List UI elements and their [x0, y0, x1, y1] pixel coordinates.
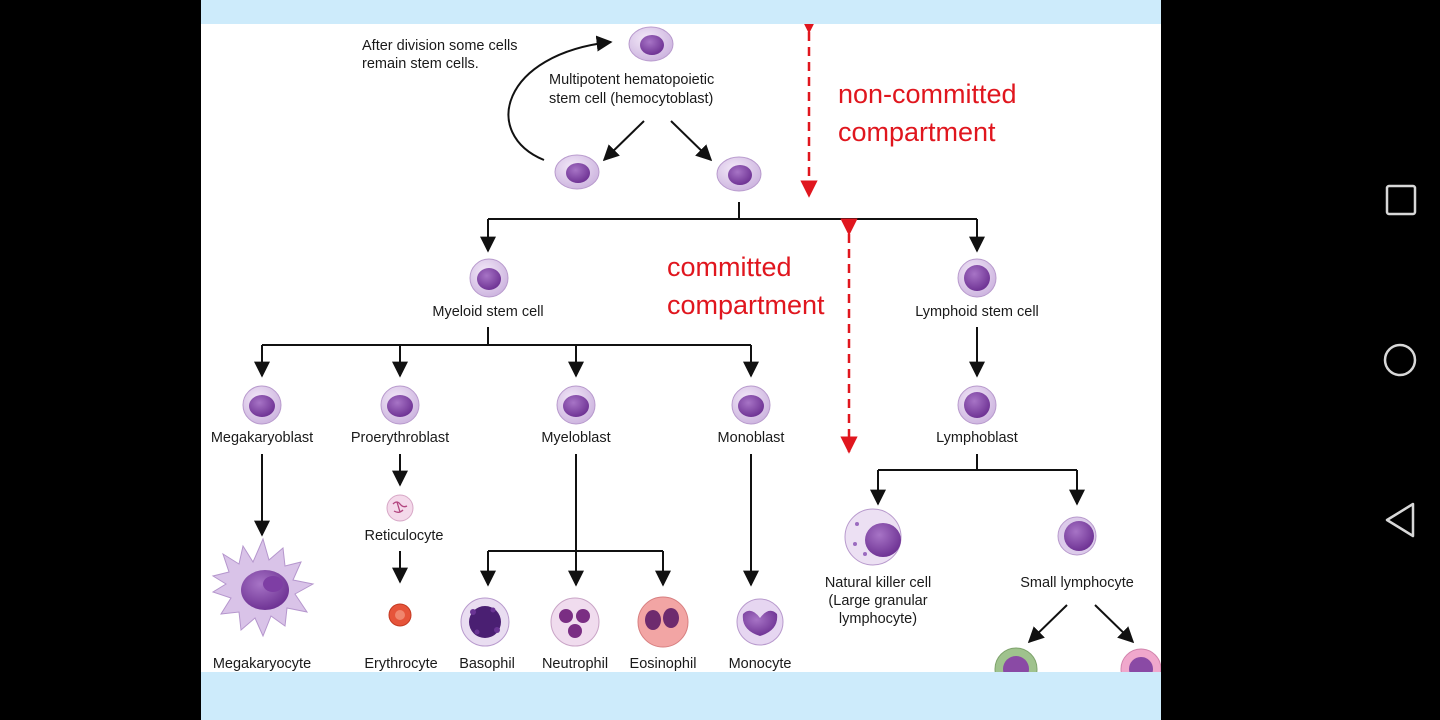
home-button[interactable] — [1370, 330, 1430, 390]
lymphoblast-label: Lymphoblast — [936, 430, 1018, 446]
erythrocyte-label: Erythrocyte — [364, 656, 437, 672]
cell-monoblast — [731, 385, 771, 425]
committed-label-line2: compartment — [667, 290, 825, 320]
cell-lymphoblast — [957, 385, 997, 425]
cell-lymphoid-stem — [957, 258, 997, 298]
cell-progenitor — [716, 156, 762, 192]
android-navigation-bar — [1161, 0, 1440, 720]
cell-reticulocyte — [386, 494, 414, 522]
megakaryocyte-label: Megakaryocyte — [213, 656, 311, 672]
arrow-hsc-left — [602, 120, 645, 162]
cell-myeloid-stem — [469, 258, 509, 298]
hsc-label-line1: Multipotent hematopoietic — [549, 72, 714, 88]
hsc-label-line2: stem cell (hemocytoblast) — [549, 91, 713, 107]
arrow-to-t-cell — [1027, 604, 1068, 644]
reticulocyte-label: Reticulocyte — [365, 528, 444, 544]
square-icon — [1385, 184, 1417, 216]
recents-button[interactable] — [1370, 170, 1430, 230]
cell-t-lymphocyte — [994, 647, 1038, 672]
noncommitted-label-line2: compartment — [838, 117, 996, 147]
small-lymphocyte-label: Small lymphocyte — [1020, 575, 1134, 591]
cell-myeloblast — [556, 385, 596, 425]
cell-hsc — [628, 26, 674, 62]
compartment-arrows — [800, 24, 858, 454]
cell-neutrophil — [550, 597, 600, 647]
lymphoid-stem-label: Lymphoid stem cell — [915, 304, 1039, 320]
triangle-back-icon — [1385, 502, 1415, 538]
cell-monocyte — [736, 598, 784, 646]
cell-megakaryoblast — [242, 385, 282, 425]
connector-lines — [254, 35, 1135, 644]
hematopoiesis-diagram: After division some cells remain stem ce… — [211, 24, 1161, 672]
cell-megakaryocyte — [211, 537, 315, 638]
cell-nk — [844, 508, 902, 566]
proerythroblast-label: Proerythroblast — [351, 430, 449, 446]
self-renewal-note-line1: After division some cells — [362, 38, 518, 54]
nk-cell-label-line1: Natural killer cell — [825, 575, 931, 591]
nk-cell-label-line3: lymphocyte) — [839, 611, 917, 627]
arrow-hsc-right — [670, 120, 713, 162]
monocyte-label: Monocyte — [729, 656, 792, 672]
hematopoiesis-slide[interactable]: After division some cells remain stem ce… — [201, 24, 1161, 672]
cell-daughter-stem — [554, 154, 600, 190]
myeloblast-label: Myeloblast — [541, 430, 610, 446]
eosinophil-label: Eosinophil — [630, 656, 697, 672]
circle-icon — [1383, 343, 1417, 377]
noncommitted-label-line1: non-committed — [838, 79, 1017, 109]
nk-cell-label-line2: (Large granular — [828, 593, 927, 609]
arrow-to-b-cell — [1094, 604, 1135, 644]
cell-small-lymphocyte — [1057, 516, 1097, 556]
self-renewal-arrow — [507, 35, 613, 161]
self-renewal-note-line2: remain stem cells. — [362, 56, 479, 72]
cell-b-lymphocyte — [1120, 648, 1161, 672]
back-button[interactable] — [1370, 490, 1430, 550]
cell-eosinophil — [637, 596, 689, 648]
cell-erythrocyte — [388, 603, 412, 627]
cell-basophil — [460, 597, 510, 647]
basophil-label: Basophil — [459, 656, 515, 672]
committed-label-line1: committed — [667, 252, 792, 282]
neutrophil-label: Neutrophil — [542, 656, 608, 672]
myeloid-stem-label: Myeloid stem cell — [432, 304, 543, 320]
cell-proerythroblast — [380, 385, 420, 425]
megakaryoblast-label: Megakaryoblast — [211, 430, 313, 446]
monoblast-label: Monoblast — [718, 430, 785, 446]
